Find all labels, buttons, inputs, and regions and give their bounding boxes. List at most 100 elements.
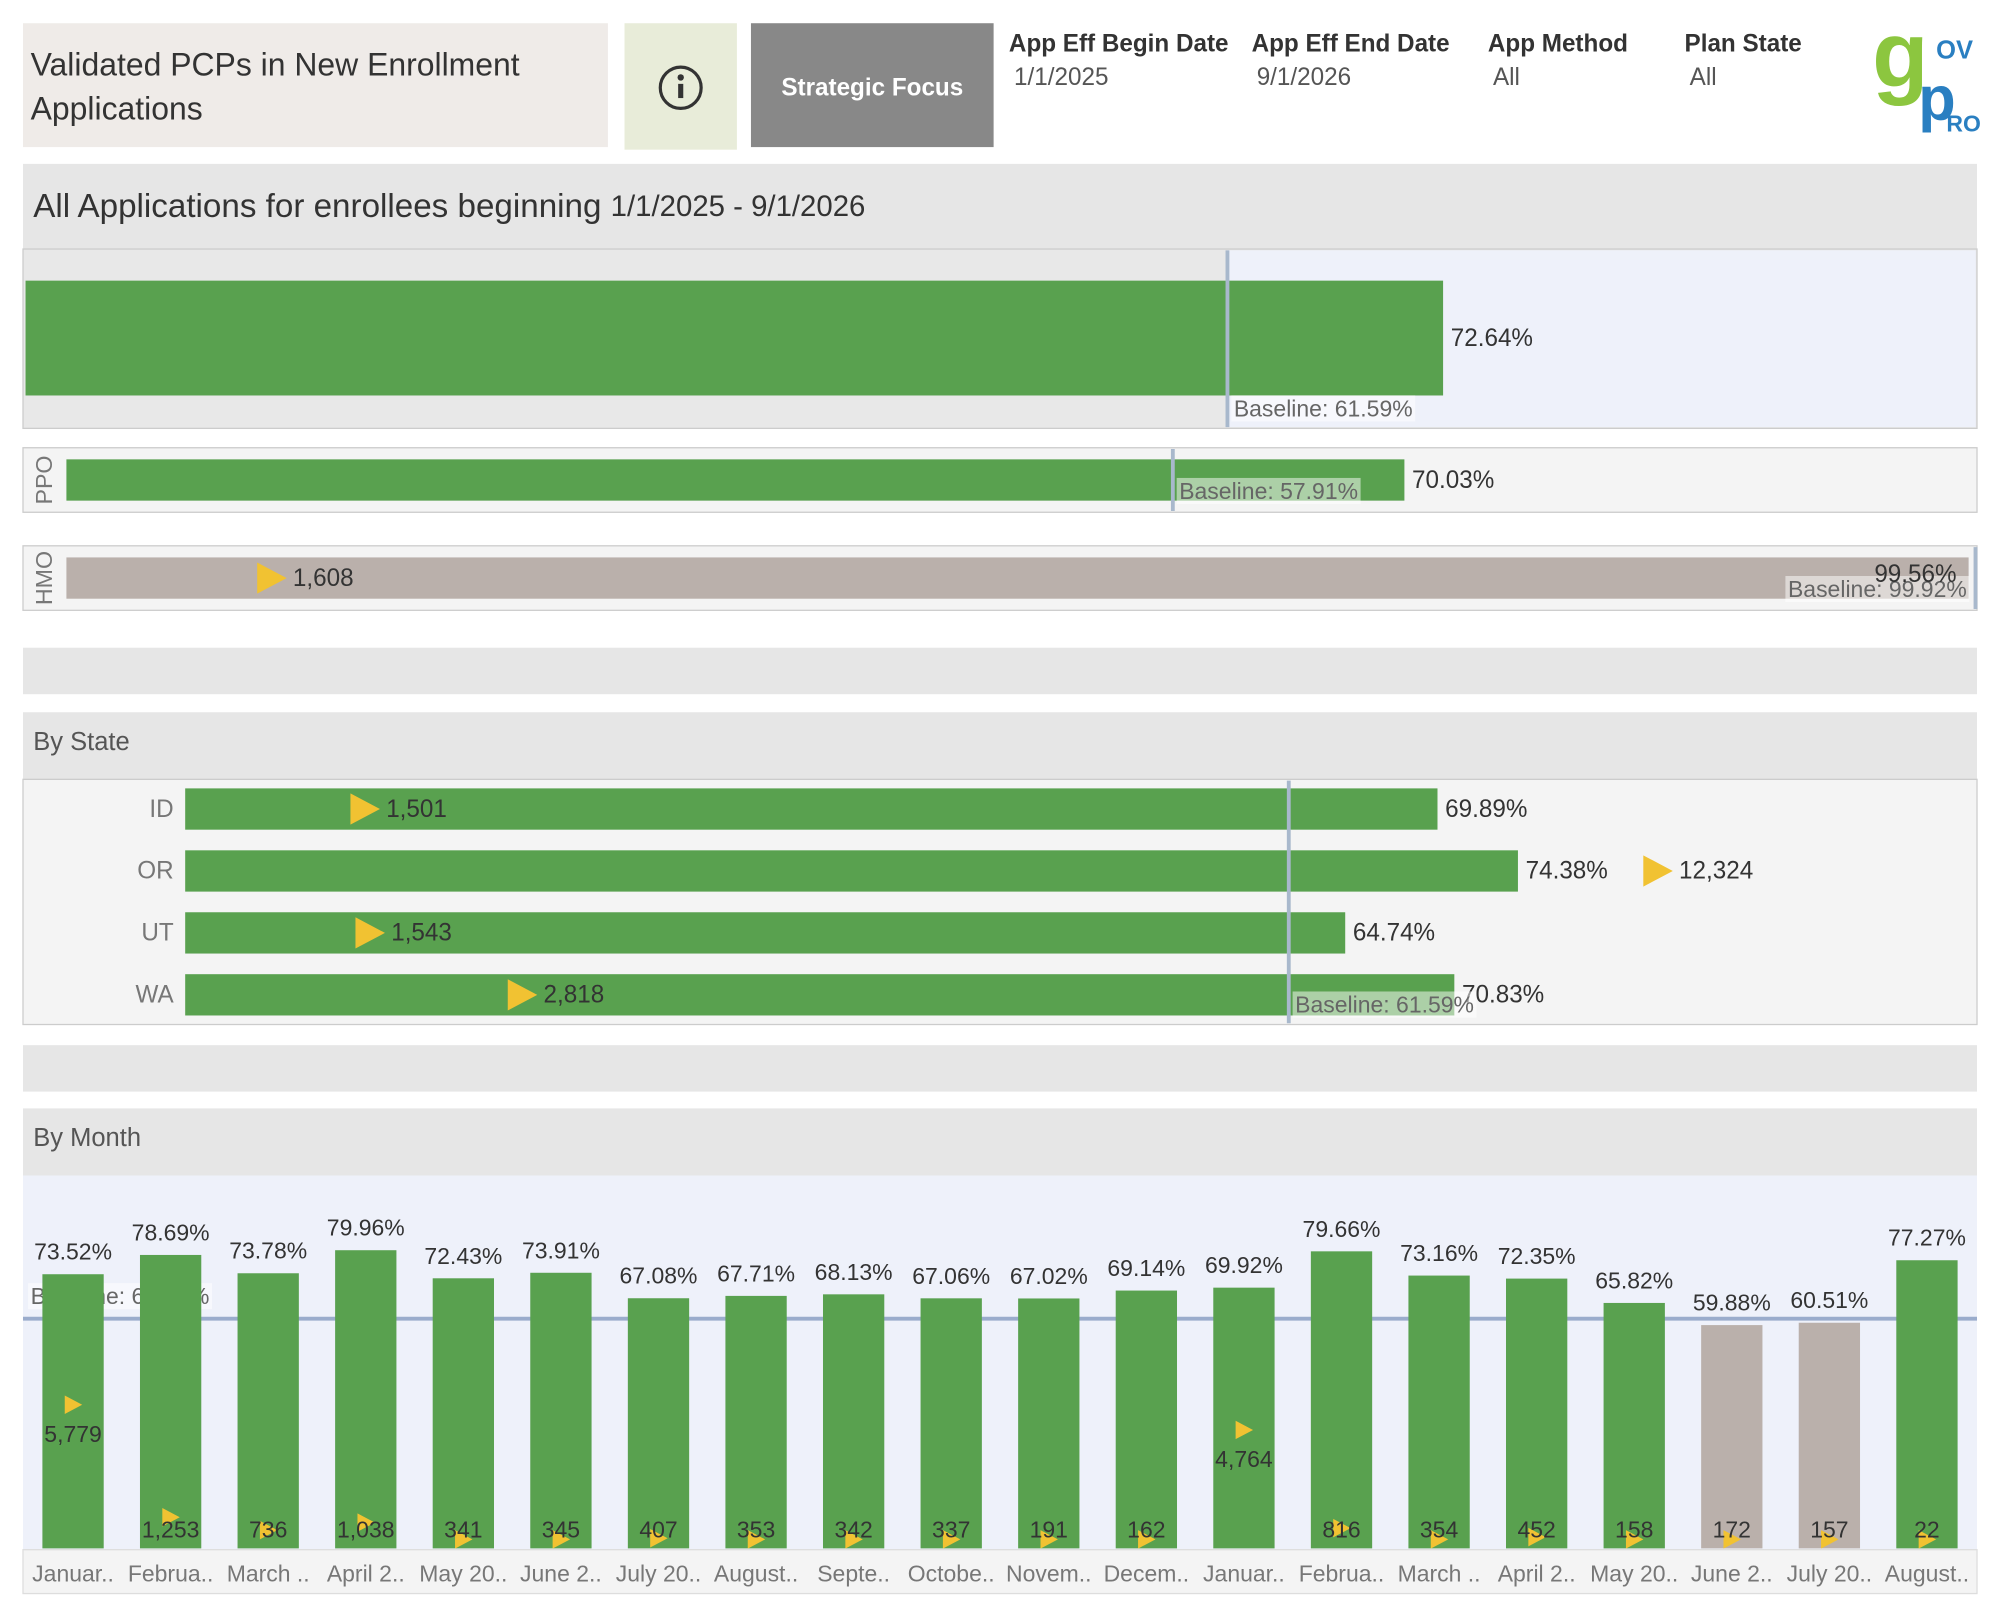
x-tick-label: June 2..: [520, 1561, 602, 1587]
title: Applications: [31, 90, 203, 126]
bar: [335, 1250, 397, 1549]
value-label: 64.74%: [1353, 920, 1435, 947]
baseline-label-bg: [1292, 991, 1477, 1018]
x-tick-label: Septe..: [817, 1561, 890, 1587]
count-marker: [1643, 855, 1673, 887]
count-label: 5,779: [44, 1421, 101, 1447]
x-tick-label: Novem..: [1006, 1561, 1092, 1587]
filter-value: All: [1690, 64, 1717, 91]
value-label: 69.89%: [1445, 796, 1527, 823]
count-label: 354: [1420, 1517, 1458, 1543]
panel-title: By State: [33, 728, 129, 756]
spacer: [22, 647, 1978, 695]
logo-letter: g: [1872, 2, 1928, 107]
x-tick-label: April 2..: [327, 1561, 405, 1587]
bar: [1213, 1287, 1275, 1549]
title-box: [22, 23, 608, 148]
bar: [627, 1298, 690, 1549]
filter-label: App Eff End Date: [1252, 31, 1450, 58]
count-label: 736: [249, 1517, 287, 1543]
category-label: UT: [141, 920, 173, 947]
count-marker: [507, 979, 538, 1011]
strategic-focus-button[interactable]: [750, 23, 994, 148]
value-label: 59.88%: [1693, 1289, 1771, 1315]
panel-header: [22, 163, 1978, 250]
value-label: 67.08%: [620, 1263, 698, 1289]
panel-title: All Applications for enrollees beginning…: [33, 187, 865, 224]
value-label: 79.96%: [327, 1215, 405, 1241]
logo-text: OV: [1936, 36, 1973, 64]
bar: [1603, 1302, 1665, 1549]
value-label: 67.06%: [912, 1263, 990, 1289]
count-marker: [1918, 1530, 1937, 1549]
x-tick-label: August..: [1885, 1561, 1969, 1587]
axis-band: [22, 1549, 1978, 1595]
count-marker: [1040, 1530, 1058, 1549]
bar: [185, 788, 1438, 830]
value-label: 72.35%: [1498, 1243, 1576, 1269]
count-label: 345: [542, 1517, 580, 1543]
value-label: 67.02%: [1010, 1263, 1088, 1289]
count-label: 816: [1322, 1517, 1360, 1543]
value-label: 69.14%: [1107, 1255, 1185, 1281]
info-icon-dot: [677, 74, 684, 81]
value-label: 70.03%: [1412, 467, 1494, 494]
baseline-label: Baseline: 61.59%: [1234, 395, 1413, 421]
button-label[interactable]: Strategic Focus: [781, 74, 963, 101]
count-marker: [350, 793, 380, 825]
baseline-label-bg: [1785, 576, 1970, 603]
count-label: 4,764: [1215, 1446, 1273, 1472]
baseline-label: Baseline: 61.59%: [1295, 991, 1474, 1017]
bar: [1896, 1260, 1958, 1549]
filter-value: 1/1/2025: [1014, 64, 1108, 91]
filter-value: All: [1493, 64, 1520, 91]
x-tick-label: March ..: [1398, 1561, 1481, 1587]
bar: [42, 1274, 104, 1549]
count-marker: [845, 1530, 863, 1549]
count-label: 342: [834, 1517, 872, 1543]
count-label: 172: [1713, 1517, 1751, 1543]
bar: [920, 1298, 982, 1549]
value-label: 65.82%: [1595, 1267, 1673, 1293]
value-label: 77.27%: [1888, 1225, 1966, 1251]
baseline-label: Baseline: 57.91%: [1179, 478, 1358, 504]
count-label: 12,324: [1679, 858, 1753, 885]
x-tick-label: Januar..: [1203, 1561, 1285, 1587]
baseline-label-bg: [1231, 395, 1416, 422]
bar: [237, 1273, 299, 1549]
count-label: 191: [1030, 1517, 1068, 1543]
value-label: 73.91%: [522, 1237, 600, 1263]
count-marker: [1235, 1420, 1254, 1440]
x-tick-label: Februa..: [128, 1561, 214, 1587]
bar: [1798, 1322, 1861, 1549]
title: Validated PCPs in New Enrollment: [31, 46, 520, 82]
value-label: 99.56%: [1874, 561, 1956, 588]
count-marker: [650, 1529, 668, 1548]
panel-header: [22, 1108, 1978, 1176]
value-label: 60.51%: [1790, 1287, 1868, 1313]
x-tick-label: May 20..: [1590, 1561, 1678, 1587]
count-label: 1,608: [293, 565, 354, 592]
x-tick-label: July 20..: [1787, 1561, 1873, 1587]
bar: [1701, 1325, 1763, 1549]
value-label: 67.71%: [717, 1260, 795, 1286]
count-marker: [1333, 1518, 1351, 1538]
x-tick-label: Octobe..: [908, 1561, 995, 1587]
x-tick-label: July 20..: [616, 1561, 702, 1587]
baseline-label: Baseline: 99.92%: [1788, 576, 1967, 602]
bar: [1018, 1298, 1080, 1549]
count-marker: [1528, 1527, 1546, 1547]
count-label: 1,501: [386, 796, 447, 823]
bar: [432, 1278, 494, 1549]
value-label: 74.38%: [1526, 858, 1608, 885]
count-marker: [1723, 1530, 1741, 1549]
count-marker: [1625, 1530, 1644, 1549]
count-label: 337: [932, 1517, 970, 1543]
bar: [139, 1254, 202, 1549]
info-icon: [658, 65, 703, 110]
value-label: 79.66%: [1303, 1216, 1381, 1242]
filter-label: Plan State: [1685, 31, 1802, 58]
bar: [66, 557, 1969, 599]
count-label: 1,038: [337, 1517, 394, 1543]
x-tick-label: August..: [714, 1561, 798, 1587]
